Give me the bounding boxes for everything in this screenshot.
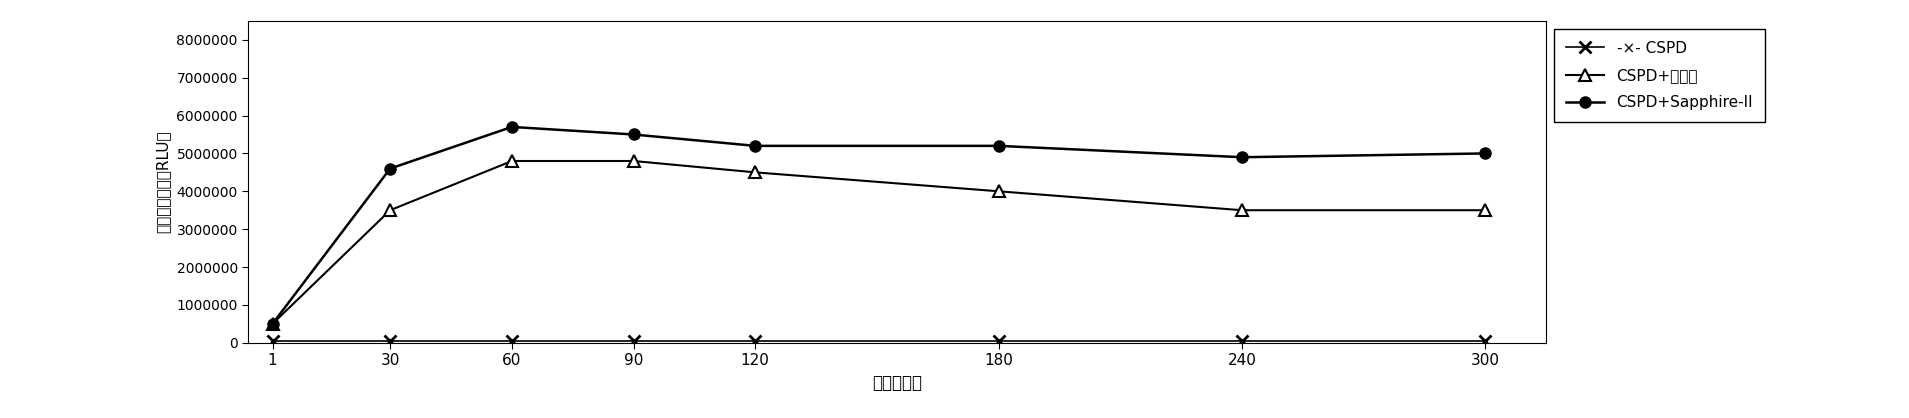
X-axis label: 时间（分）: 时间（分） <box>872 374 922 392</box>
Y-axis label: 相对发光强度（RLU）: 相对发光强度（RLU） <box>157 130 170 233</box>
Legend: -×- CSPD, CSPD+增强剂, CSPD+Sapphire-II: -×- CSPD, CSPD+增强剂, CSPD+Sapphire-II <box>1554 28 1766 122</box>
